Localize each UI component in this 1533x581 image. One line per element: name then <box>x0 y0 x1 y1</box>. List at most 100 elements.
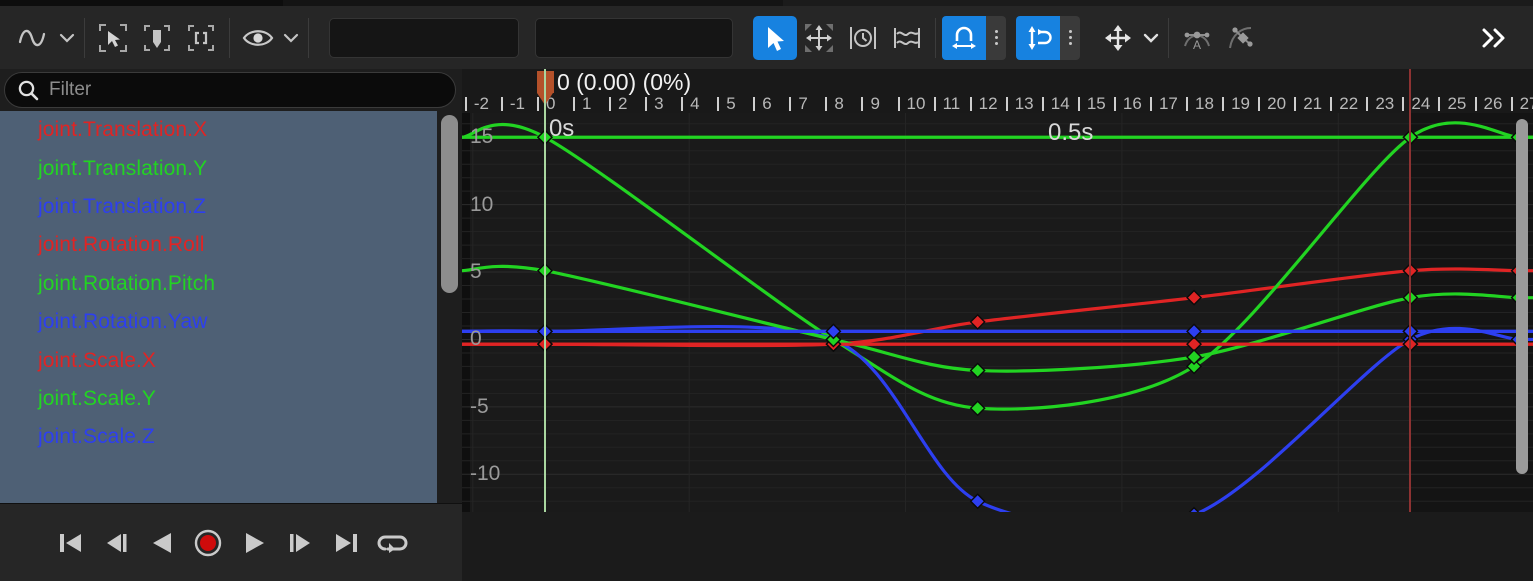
ruler-tick-label: 1 <box>582 94 592 113</box>
chevron-down-icon-frame[interactable] <box>1140 16 1162 60</box>
record-icon[interactable] <box>188 521 228 565</box>
eye-icon[interactable] <box>236 16 280 60</box>
snap-vertical-options-button[interactable] <box>1060 15 1080 60</box>
toolbar-divider-3 <box>308 17 309 58</box>
curve-list[interactable]: joint.Translation.X joint.Translation.Y jo… <box>0 111 437 503</box>
skip-to-end-icon[interactable] <box>326 521 366 565</box>
keyframe-handle[interactable] <box>969 400 986 417</box>
curve-path[interactable] <box>462 264 1533 373</box>
keyframe-handle[interactable] <box>825 331 842 348</box>
curve-wave-icon[interactable] <box>12 16 56 60</box>
keyframe-handle[interactable] <box>969 313 986 330</box>
curve-list-item[interactable]: joint.Scale.Z <box>0 418 437 456</box>
smooth-wave-icon[interactable] <box>885 16 929 60</box>
curve-list-panel: joint.Translation.X joint.Translation.Y jo… <box>0 69 462 581</box>
ruler-tick-label: 2 <box>618 94 628 113</box>
range-end-line[interactable] <box>1409 69 1412 512</box>
ruler-tick <box>1438 97 1441 111</box>
loop-icon[interactable] <box>372 521 412 565</box>
play-forward-icon[interactable] <box>234 521 274 565</box>
curve-list-item[interactable]: joint.Rotation.Pitch <box>0 265 437 303</box>
keyframe-handle[interactable] <box>1186 289 1203 306</box>
tangent-box-icon[interactable] <box>135 16 179 60</box>
keyframe-handle[interactable] <box>969 362 986 379</box>
search-input[interactable] <box>49 79 443 101</box>
ruler-tick-label: 27 <box>1519 94 1533 113</box>
keyframe-handle[interactable] <box>969 493 986 510</box>
toolbar-value-field-2[interactable] <box>535 17 733 58</box>
time-clock-icon[interactable] <box>841 16 885 60</box>
step-back-icon[interactable] <box>96 521 136 565</box>
magnet-horizontal-icon[interactable] <box>942 15 986 60</box>
play-backward-icon[interactable] <box>142 521 182 565</box>
step-forward-icon[interactable] <box>280 521 320 565</box>
ruler-tick <box>645 97 648 111</box>
curve-list-item[interactable]: joint.Scale.X <box>0 341 437 379</box>
ruler-tick-label: 3 <box>654 94 664 113</box>
keyframe-handle[interactable] <box>1187 506 1201 512</box>
curve-list-item[interactable]: joint.Rotation.Yaw <box>0 303 437 341</box>
frame-move-arrows-icon[interactable] <box>1096 16 1140 60</box>
plot-vertical-scrollbar-thumb[interactable] <box>1516 119 1528 474</box>
ruler-tick <box>609 97 612 111</box>
curve-list-item-label: joint.Rotation.Pitch <box>38 271 216 295</box>
y-axis-label: 10 <box>470 192 494 216</box>
ruler-tick <box>1186 97 1189 111</box>
ruler-tick <box>1258 97 1261 111</box>
curve-list-item[interactable]: joint.Scale.Y <box>0 380 437 418</box>
select-arrow-box-icon[interactable] <box>91 16 135 60</box>
chevron-double-right-icon[interactable] <box>1471 16 1515 60</box>
toolbar-group-tangent: A <box>1175 6 1263 69</box>
ruler-tick-label: 10 <box>906 94 926 113</box>
toolbar: A <box>0 6 1533 69</box>
ruler-tick-label: 24 <box>1411 94 1431 113</box>
ruler-tick-label: 12 <box>978 94 998 113</box>
keyframe-handle[interactable] <box>1186 358 1203 375</box>
region-box-icon[interactable] <box>179 16 223 60</box>
skip-to-start-icon[interactable] <box>50 521 90 565</box>
chevron-down-icon-curve-mode[interactable] <box>56 16 78 60</box>
chevron-down-icon-visibility[interactable] <box>280 16 302 60</box>
curve-path[interactable] <box>462 324 1533 512</box>
break-tangent-icon[interactable] <box>1219 16 1263 60</box>
ruler-tick-label: 14 <box>1050 94 1070 113</box>
filter-bar[interactable] <box>4 72 456 108</box>
keyframe-handle[interactable] <box>1186 348 1203 365</box>
ruler-tick <box>1366 97 1369 111</box>
curve-list-scrollbar-track[interactable] <box>437 111 462 503</box>
time-marker-start-label: 0s <box>548 115 575 142</box>
ruler-tick-label: 13 <box>1014 94 1034 113</box>
curve-list-item[interactable]: joint.Rotation.Roll <box>0 226 437 264</box>
ruler-tick <box>1474 97 1477 111</box>
curve-list-item[interactable]: joint.Translation.Z <box>0 188 437 226</box>
y-axis-label: -5 <box>470 394 489 418</box>
keyframe-handle[interactable] <box>1186 323 1203 340</box>
auto-tangent-icon[interactable]: A <box>1175 16 1219 60</box>
dot <box>994 42 998 45</box>
curve-list-item[interactable]: joint.Translation.X <box>0 111 437 149</box>
ruler-tick <box>1402 97 1405 111</box>
curve-list-item-label: joint.Scale.X <box>38 348 157 372</box>
dot <box>994 30 998 33</box>
move-arrows-icon[interactable] <box>797 16 841 60</box>
cursor-arrow-icon[interactable] <box>753 15 797 60</box>
ruler-tick <box>897 97 900 111</box>
toolbar-divider-1 <box>84 17 85 58</box>
snap-horizontal-options-button[interactable] <box>986 15 1006 60</box>
window-tab-dark <box>0 0 283 6</box>
toolbar-value-field-1[interactable] <box>329 17 519 58</box>
ruler-tick-label: 6 <box>762 94 772 113</box>
curve-list-scrollbar-thumb[interactable] <box>441 115 458 293</box>
toolbar-group-snap-horizontal <box>942 15 1006 60</box>
curve-plot-area[interactable]: 0.5s 15 10 5 0 -5 -10 0s <box>462 69 1533 512</box>
curve-list-item-label: joint.Rotation.Yaw <box>38 310 208 334</box>
playhead-line[interactable] <box>543 69 546 512</box>
timeline-ruler[interactable]: -2 -1 0 1 2 3 4 5 6 7 8 9 10 11 12 13 14 15 16 17 18 19 20 21 22… <box>462 69 1533 113</box>
curve-path[interactable] <box>462 121 1533 411</box>
ruler-tick <box>753 97 756 111</box>
dot <box>1068 30 1072 33</box>
plot-vertical-scrollbar-track[interactable] <box>1510 113 1533 512</box>
magnet-vertical-icon[interactable] <box>1016 15 1060 60</box>
keyframe-handle[interactable] <box>825 323 842 340</box>
curve-list-item[interactable]: joint.Translation.Y <box>0 149 437 187</box>
